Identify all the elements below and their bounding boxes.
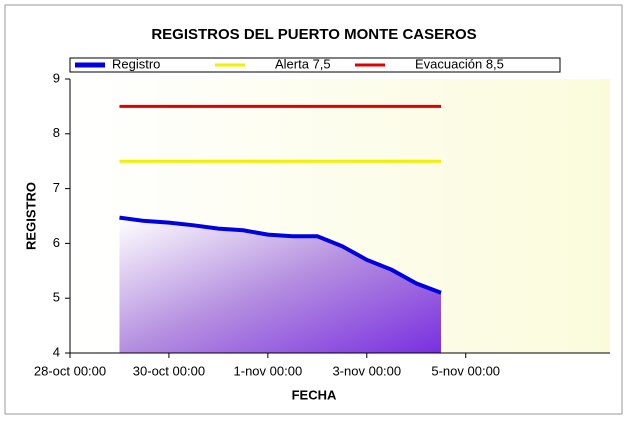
legend bbox=[69, 57, 561, 73]
legend-label: Evacuación 8,5 bbox=[415, 56, 504, 71]
series-line bbox=[119, 215, 442, 295]
y-tick-label: 9 bbox=[53, 70, 60, 85]
y-tick-label: 6 bbox=[53, 235, 60, 250]
x-axis-label: FECHA bbox=[292, 387, 337, 402]
legend-label: Registro bbox=[112, 56, 160, 71]
y-tick-label: 8 bbox=[53, 125, 60, 140]
area bbox=[119, 217, 441, 353]
x-tick-label: 3-nov 00:00 bbox=[332, 363, 401, 378]
y-axis-label: REGISTRO bbox=[23, 182, 38, 250]
x-tick-label: 5-nov 00:00 bbox=[431, 363, 500, 378]
legend-label: Alerta 7,5 bbox=[275, 56, 331, 71]
y-tick-label: 7 bbox=[53, 180, 60, 195]
x-tick-label: 1-nov 00:00 bbox=[234, 363, 303, 378]
y-tick-label: 5 bbox=[53, 290, 60, 305]
x-tick-label: 30-oct 00:00 bbox=[133, 363, 205, 378]
y-tick-label: 4 bbox=[53, 344, 60, 359]
chart-title: REGISTROS DEL PUERTO MONTE CASEROS bbox=[151, 26, 476, 43]
x-tick-label: 28-oct 00:00 bbox=[34, 363, 106, 378]
